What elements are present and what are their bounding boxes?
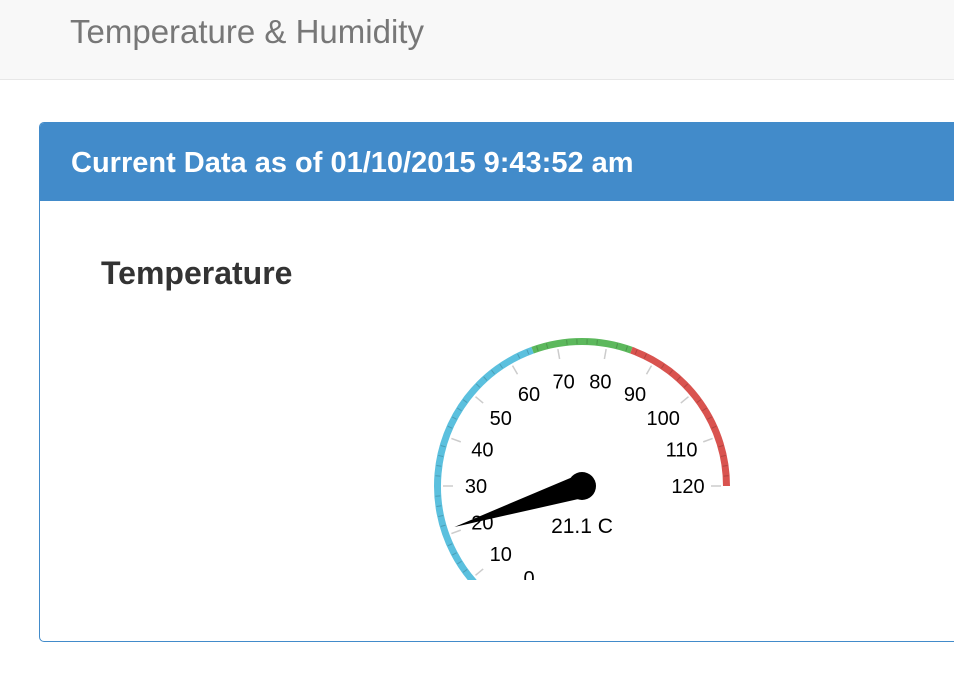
gauge-needle-hub — [568, 472, 596, 500]
gauge-minor-tick — [718, 445, 724, 448]
gauge-major-tick — [511, 365, 519, 375]
gauge-needle — [454, 474, 586, 527]
gauge-minor-tick — [643, 353, 647, 359]
gauge-major-tick — [645, 365, 653, 375]
gauge-tick-label: 60 — [518, 384, 540, 406]
panel-title: Current Data as of 01/10/2015 9:43:52 am — [71, 147, 634, 179]
gauge-tick-label: 50 — [490, 408, 512, 430]
gauge-minor-tick — [634, 349, 638, 355]
panel-heading: Current Data as of 01/10/2015 9:43:52 am — [40, 123, 954, 201]
gauge-minor-tick — [536, 346, 539, 352]
gauge-major-tick — [557, 348, 561, 360]
gauge-minor-tick — [457, 560, 462, 565]
gauge-minor-tick — [436, 505, 442, 507]
gauge-major-tick — [451, 437, 462, 443]
gauge-minor-tick — [696, 399, 702, 403]
gauge-major-tick — [475, 396, 484, 404]
gauge-major-ticks — [443, 348, 721, 576]
gauge-minor-tick — [499, 363, 504, 369]
gauge-minor-tick — [447, 543, 453, 547]
gauge-minor-tick — [451, 416, 457, 420]
navbar-brand[interactable]: Temperature & Humidity — [70, 13, 424, 50]
gauge-minor-tick — [722, 465, 728, 467]
gauge-minor-tick — [615, 343, 619, 349]
gauge-tick-label: 40 — [471, 440, 493, 462]
gauge-tick-label: 100 — [647, 408, 680, 430]
gauge-minor-tick — [596, 339, 598, 345]
gauge-minor-tick — [711, 425, 717, 429]
temperature-title: Temperature — [101, 255, 293, 291]
gauge-minor-tick — [566, 339, 568, 345]
gauge-tick-label: 0 — [523, 568, 534, 580]
gauge-minor-tick — [517, 353, 521, 359]
gauge-minor-tick — [447, 425, 453, 429]
gauge-minor-tick — [438, 515, 444, 518]
gauge-major-tick — [702, 437, 713, 443]
gauge-minor-tick — [457, 407, 462, 412]
gauge-minor-tick — [483, 376, 488, 381]
gauge-major-tick — [451, 529, 462, 535]
gauge-band-2 — [630, 346, 730, 487]
gauge-minor-tick — [475, 383, 481, 388]
gauge-major-tick — [603, 348, 607, 360]
gauge-minor-tick — [683, 383, 689, 388]
gauge-minor-tick — [491, 369, 495, 375]
gauge-value-label: 21.1 C — [551, 515, 613, 538]
gauge-minor-tick — [676, 376, 681, 381]
gauge-tick-label: 30 — [465, 476, 487, 498]
gauge-major-tick — [680, 396, 689, 404]
gauge-minor-tick — [707, 416, 713, 420]
gauge-minor-tick — [462, 399, 468, 403]
gauge-tick-label: 90 — [624, 384, 646, 406]
gauge-minor-ticks — [435, 339, 729, 573]
gauge-minor-tick — [440, 524, 446, 527]
gauge-tick-label: 10 — [490, 544, 512, 566]
gauge-minor-tick — [526, 349, 530, 355]
gauge-band-0 — [434, 346, 534, 580]
gauge-minor-tick — [440, 445, 446, 448]
gauge-color-bands — [434, 338, 730, 580]
gauge-tick-label: 120 — [671, 476, 704, 498]
current-data-panel: Current Data as of 01/10/2015 9:43:52 am… — [39, 122, 954, 642]
gauge-minor-tick — [545, 343, 549, 349]
gauge-tick-label: 70 — [552, 372, 574, 394]
gauge-major-tick — [475, 568, 484, 576]
gauge-minor-tick — [462, 569, 468, 573]
navbar: Temperature & Humidity — [0, 0, 954, 80]
gauge-minor-tick — [438, 454, 444, 457]
gauge-minor-tick — [451, 552, 457, 556]
gauge-minor-tick — [702, 407, 707, 412]
gauge-tick-label: 80 — [589, 372, 611, 394]
gauge-tick-label: 110 — [666, 440, 698, 462]
gauge-minor-tick — [660, 363, 665, 369]
gauge-minor-tick — [669, 369, 673, 375]
gauge-minor-tick — [720, 454, 726, 457]
gauge-band-1 — [531, 338, 633, 354]
gauge-minor-tick — [436, 465, 442, 467]
gauge-minor-tick — [625, 346, 628, 352]
